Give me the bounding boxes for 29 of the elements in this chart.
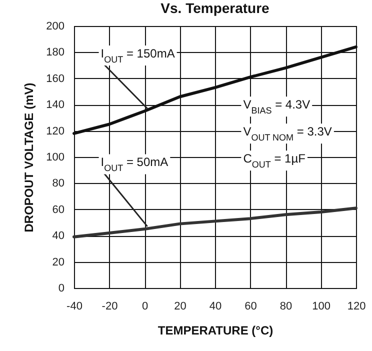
chart-title: Vs. Temperature	[160, 0, 270, 16]
text: I$_{OUT}$ = 150mA	[100, 46, 175, 65]
annotation: V$_{BIAS}$ = 4.3V	[243, 98, 310, 116]
x-tick-label: 100	[312, 300, 330, 312]
annotation: V$_{OUT NOM}$ = 3.3V	[243, 124, 332, 143]
y-axis-title: DROPOUT VOLTAGE (mV)	[22, 82, 36, 232]
x-tick-label: 60	[244, 300, 257, 312]
y-tick-label: 80	[52, 178, 64, 190]
x-tick-label: 120	[347, 300, 366, 312]
x-tick-label: -20	[102, 300, 118, 312]
y-tick-label: 120	[46, 125, 64, 138]
y-tick-label: 0	[58, 282, 64, 294]
x-tick-label: 20	[174, 300, 186, 312]
y-tick-label: 140	[46, 99, 64, 112]
text: I$_{OUT}$ = 50mA	[100, 155, 168, 174]
x-tick-label: 40	[209, 300, 222, 312]
y-tick-label: 60	[52, 204, 64, 216]
line-series	[72, 206, 358, 238]
x-tick-label: 0	[142, 300, 148, 312]
x-tick-label: -40	[66, 300, 82, 312]
x-tick-label: 80	[280, 300, 292, 312]
y-tick-label: 180	[46, 46, 64, 59]
y-tick-label: 40	[52, 230, 64, 242]
y-tick-label: 160	[46, 72, 64, 85]
y-tick-label: 200	[46, 20, 64, 32]
y-tick-label: 100	[46, 152, 64, 164]
y-tick-label: 20	[52, 256, 64, 268]
annotation: C$_{OUT}$ = 1µF	[243, 152, 306, 170]
x-axis-title: TEMPERATURE (°C)	[158, 324, 274, 338]
